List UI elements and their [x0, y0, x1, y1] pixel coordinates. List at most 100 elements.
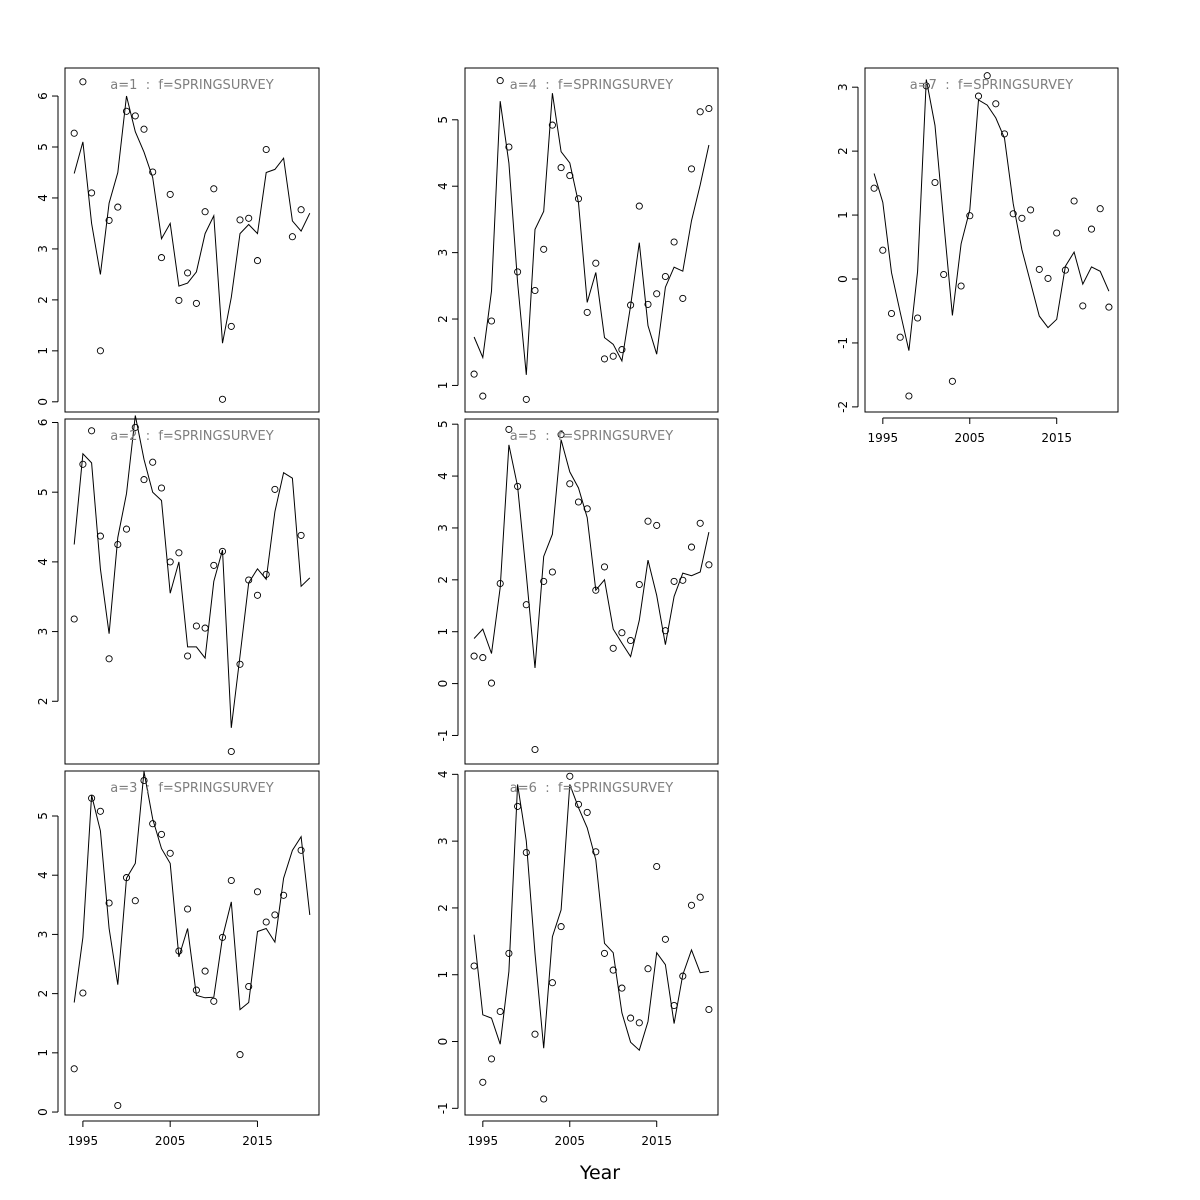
fitted-line [73, 415, 311, 728]
y-tick-label: 5 [36, 812, 50, 820]
x-tick-label: 2015 [641, 1134, 672, 1148]
y-tick-label: 2 [836, 147, 850, 155]
observed-point [627, 1014, 635, 1022]
observed-point [236, 216, 244, 224]
y-tick-label: 5 [36, 488, 50, 496]
observed-point [609, 644, 617, 652]
y-tick-label: 0 [36, 398, 50, 406]
observed-point [644, 300, 652, 308]
observed-point [583, 808, 591, 816]
observed-point [297, 531, 305, 539]
fitted-line [73, 95, 311, 344]
observed-point [618, 984, 626, 992]
observed-point [175, 549, 183, 557]
observed-point [88, 427, 96, 435]
fitted-line [473, 784, 709, 1052]
observed-point [627, 301, 635, 309]
observed-point [679, 294, 687, 302]
observed-point [600, 355, 609, 363]
panel-title: a=1 : f=SPRINGSURVEY [110, 78, 273, 93]
observed-point [670, 1001, 678, 1010]
observed-point [96, 807, 104, 815]
observed-point [1105, 303, 1113, 311]
y-tick-label: 3 [436, 249, 450, 257]
observed-point [514, 482, 522, 490]
observed-point [192, 299, 200, 307]
observed-point [592, 259, 600, 267]
observed-point [679, 972, 687, 980]
observed-point [175, 296, 183, 304]
panel-title: a=4 : f=SPRINGSURVEY [510, 78, 673, 93]
observed-point [140, 776, 148, 785]
observed-point [522, 601, 530, 609]
y-tick-label: 4 [36, 871, 50, 879]
observed-point [566, 480, 574, 488]
y-tick-label: 3 [436, 837, 450, 845]
observed-point [687, 901, 696, 909]
observed-point [931, 178, 939, 187]
observed-point [635, 202, 643, 210]
observed-point [253, 591, 262, 599]
observed-point [705, 561, 713, 569]
observed-point [557, 164, 565, 172]
observed-point [479, 654, 487, 662]
observed-point [540, 245, 548, 253]
observed-point [653, 521, 661, 529]
observed-point [496, 77, 504, 85]
panel-3: 0 1 2 3 4 5 1995 2005 2015 a=3 : f=SPRINGSURVEY [36, 770, 320, 1148]
observed-point [297, 846, 305, 854]
observed-point [245, 214, 253, 222]
observed-point [1009, 210, 1017, 218]
observed-point [687, 165, 696, 173]
panel-5: -1 0 1 2 3 4 5 a=5 : f=SPRINGSURVEY [436, 418, 719, 765]
panel-1: 0 1 2 3 4 5 6 a=1 : f=SPRINGSURVEY [36, 67, 320, 413]
observed-point [88, 189, 96, 197]
observed-point [79, 989, 87, 997]
observed-point [470, 962, 478, 970]
observed-point [1044, 274, 1052, 282]
y-tick-label: 1 [36, 347, 50, 355]
observed-point [505, 143, 513, 151]
observed-point [227, 876, 235, 885]
observed-point [583, 308, 591, 316]
observed-point [548, 568, 556, 576]
observed-point [905, 392, 913, 400]
observed-point [1061, 266, 1069, 274]
observed-point [592, 848, 600, 856]
observed-point [140, 125, 148, 133]
observed-point [1070, 197, 1078, 205]
panel-6: -1 0 1 2 3 4 1995 2005 2015 a=6 : f=SPRINGSURVEY [436, 770, 719, 1148]
observed-point [487, 1055, 496, 1063]
observed-point [70, 615, 78, 623]
panel-2: 2 3 4 5 6 a=2 : f=SPRINGSURVEY [36, 415, 320, 765]
observed-point [88, 794, 96, 802]
observed-point [149, 458, 157, 466]
observed-point [531, 745, 539, 754]
observed-point [1027, 206, 1035, 214]
panel-frame [464, 418, 719, 765]
observed-point [201, 967, 209, 975]
observed-point [696, 519, 704, 527]
observed-point [514, 268, 522, 276]
observed-point [644, 517, 652, 525]
observed-point [1000, 130, 1009, 138]
panel-7: -2 -1 0 1 2 3 1995 2005 2015 a=7 : f=SPRINGSURVEY [836, 67, 1119, 445]
observed-point [957, 282, 965, 290]
observed-point [149, 168, 157, 176]
panel-title: a=2 : f=SPRINGSURVEY [110, 429, 273, 444]
fitted-line [473, 439, 710, 669]
y-tick-label: 2 [36, 697, 50, 705]
observed-point [262, 570, 270, 578]
x-tick-label: 2015 [242, 1134, 273, 1148]
observed-point [966, 212, 974, 220]
observed-point [218, 395, 227, 403]
observed-point [696, 108, 704, 116]
fitted-line [473, 93, 710, 375]
y-tick-label: 4 [436, 771, 450, 779]
panel-title: a=3 : f=SPRINGSURVEY [110, 781, 273, 796]
observed-point [1018, 214, 1026, 222]
observed-point [496, 1007, 504, 1016]
panel-frame [464, 67, 719, 413]
observed-point [540, 1095, 548, 1103]
observed-point [687, 543, 696, 551]
